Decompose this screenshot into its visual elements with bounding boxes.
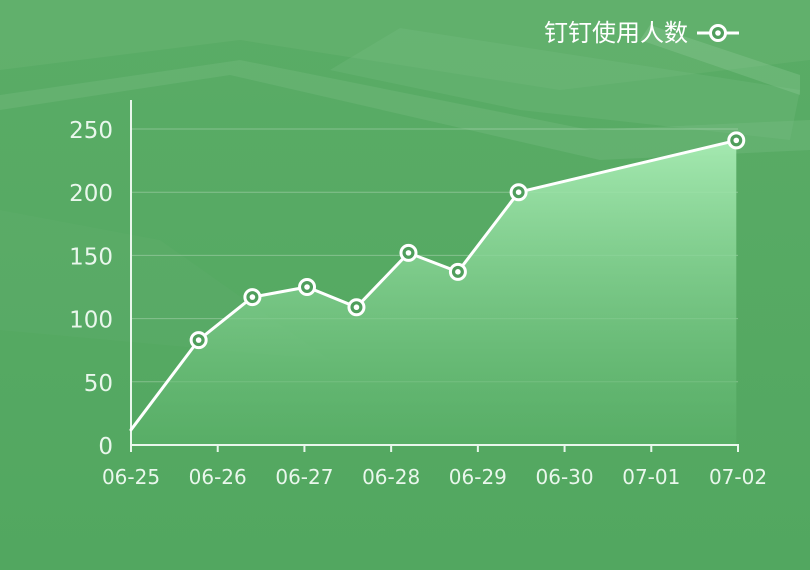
x-tick-label: 07-01 bbox=[622, 465, 680, 489]
y-tick-label: 100 bbox=[69, 308, 113, 334]
area-fill-layer bbox=[131, 140, 737, 445]
data-point-center bbox=[195, 337, 202, 343]
y-tick-label: 0 bbox=[98, 434, 113, 460]
x-tick-label: 06-27 bbox=[275, 465, 333, 489]
data-point-center bbox=[455, 269, 461, 275]
x-tick-label: 06-30 bbox=[536, 465, 594, 489]
data-point-center bbox=[249, 294, 256, 300]
data-point-center bbox=[515, 189, 522, 195]
data-point-center bbox=[405, 250, 412, 256]
y-tick-label: 200 bbox=[69, 181, 113, 207]
x-tick-label: 07-02 bbox=[709, 465, 767, 489]
y-tick-label: 150 bbox=[69, 244, 113, 270]
legend-label: 钉钉使用人数 bbox=[544, 19, 688, 47]
x-tick-label: 06-25 bbox=[102, 465, 160, 489]
data-points bbox=[189, 131, 746, 350]
legend[interactable]: 钉钉使用人数 bbox=[544, 19, 739, 47]
data-point-center bbox=[353, 304, 360, 311]
data-point-center bbox=[304, 284, 310, 290]
x-tick-label: 06-28 bbox=[362, 465, 420, 489]
x-tick-label: 06-29 bbox=[449, 465, 507, 489]
series-area bbox=[131, 140, 737, 445]
axes: 0 50 100 150 200 250 06-25 06-26 06-27 06-28 06-29… bbox=[69, 100, 767, 489]
x-tick-label: 06-26 bbox=[189, 465, 247, 489]
y-tick-label: 250 bbox=[69, 118, 113, 144]
ring-dot-icon bbox=[697, 24, 739, 42]
y-tick-label: 50 bbox=[84, 371, 113, 397]
data-point-center bbox=[733, 137, 740, 144]
